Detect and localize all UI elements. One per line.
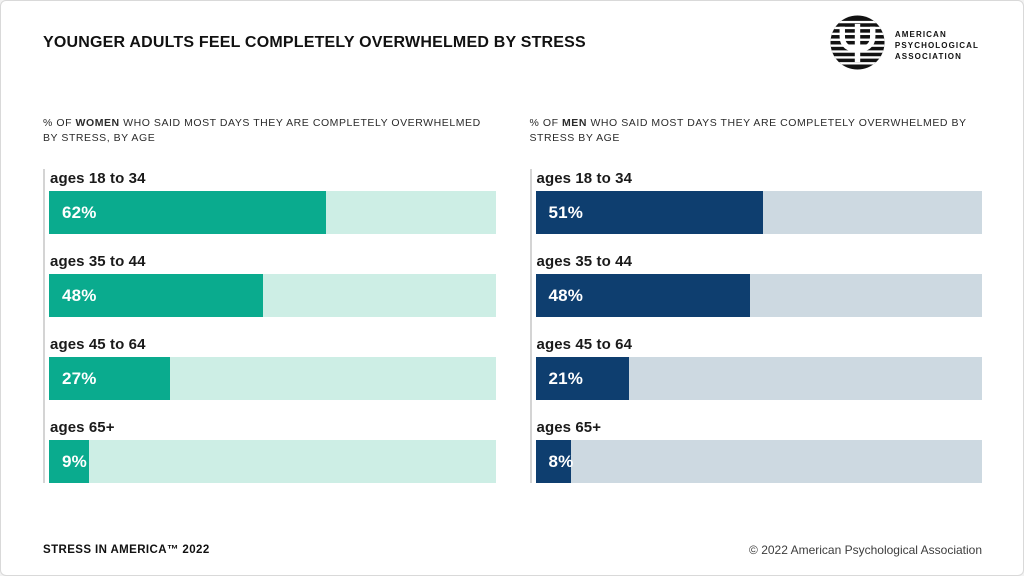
men-chart-subtitle: % OF MEN WHO SAID MOST DAYS THEY ARE COM… [529, 117, 967, 144]
value-label: 8% [548, 451, 574, 471]
bar-track: 48% [49, 274, 496, 317]
footer: STRESS IN AMERICA™ 2022 © 2022 American … [43, 543, 982, 557]
bar-fill: 48% [535, 274, 750, 317]
value-label: 9% [62, 451, 87, 471]
men-chart-column: % OF MEN WHO SAID MOST DAYS THEY ARE COM… [529, 116, 982, 483]
category-label: ages 35 to 44 [50, 253, 146, 270]
bar-fill: 27% [49, 357, 170, 400]
apa-logo-line3: ASSOCIATION [894, 51, 962, 61]
bar-fill: 62% [49, 191, 326, 234]
women-bar-group-35-44: ages 35 to 44 48% [49, 252, 496, 317]
men-bar-group-45-64: ages 45 to 64 21% [535, 335, 982, 400]
charts-area: % OF WOMEN WHO SAID MOST DAYS THEY ARE C… [43, 116, 982, 483]
value-label: 48% [62, 285, 97, 305]
category-label: ages 65+ [50, 419, 115, 436]
women-bar-chart: ages 18 to 34 62% ages 35 to 44 48% [43, 169, 496, 483]
category-label: ages 45 to 64 [50, 336, 146, 353]
value-label: 51% [548, 202, 584, 222]
value-label: 21% [548, 368, 584, 388]
apa-logo-line1: AMERICAN [894, 29, 947, 39]
bar-track: 9% [49, 440, 496, 483]
bar-track: 51% [535, 191, 982, 234]
category-label: ages 18 to 34 [536, 170, 633, 187]
category-label: ages 18 to 34 [50, 170, 146, 187]
bar-fill: 9% [49, 440, 90, 483]
women-chart-column: % OF WOMEN WHO SAID MOST DAYS THEY ARE C… [43, 116, 496, 483]
men-bar-group-65plus: ages 65+ 8% [535, 418, 982, 483]
bar-fill: 21% [535, 357, 630, 400]
bar-track: 48% [535, 274, 982, 317]
men-bar-group-18-34: ages 18 to 34 51% [535, 169, 982, 234]
bar-track: 27% [49, 357, 496, 400]
men-bar-chart: ages 18 to 34 51% ages 35 to 44 48% [529, 169, 982, 483]
category-label: ages 45 to 64 [536, 336, 633, 353]
women-chart-subtitle: % OF WOMEN WHO SAID MOST DAYS THEY ARE C… [43, 117, 481, 144]
apa-logo: AMERICAN PSYCHOLOGICAL ASSOCIATION [830, 15, 979, 75]
category-label: ages 65+ [536, 419, 602, 436]
value-label: 62% [62, 202, 97, 222]
bar-fill: 51% [535, 191, 764, 234]
footer-copyright: © 2022 American Psychological Associatio… [749, 543, 982, 557]
apa-logo-line2: PSYCHOLOGICAL [894, 40, 979, 50]
women-bar-group-18-34: ages 18 to 34 62% [49, 169, 496, 234]
bar-track: 62% [49, 191, 496, 234]
page-title: YOUNGER ADULTS FEEL COMPLETELY OVERWHELM… [43, 34, 586, 51]
women-bar-group-45-64: ages 45 to 64 27% [49, 335, 496, 400]
category-label: ages 35 to 44 [536, 253, 633, 270]
bar-fill: 8% [535, 440, 574, 483]
footer-source-label: STRESS IN AMERICA™ 2022 [43, 544, 210, 556]
bar-track: 21% [535, 357, 982, 400]
bar-track: 8% [535, 440, 982, 483]
apa-psi-circle-icon [830, 15, 885, 75]
apa-logo-text: AMERICAN PSYCHOLOGICAL ASSOCIATION [895, 29, 979, 62]
value-label: 48% [548, 285, 584, 305]
value-label: 27% [62, 368, 97, 388]
bar-fill: 48% [49, 274, 264, 317]
men-bar-group-35-44: ages 35 to 44 48% [535, 252, 982, 317]
women-bar-group-65plus: ages 65+ 9% [49, 418, 496, 483]
